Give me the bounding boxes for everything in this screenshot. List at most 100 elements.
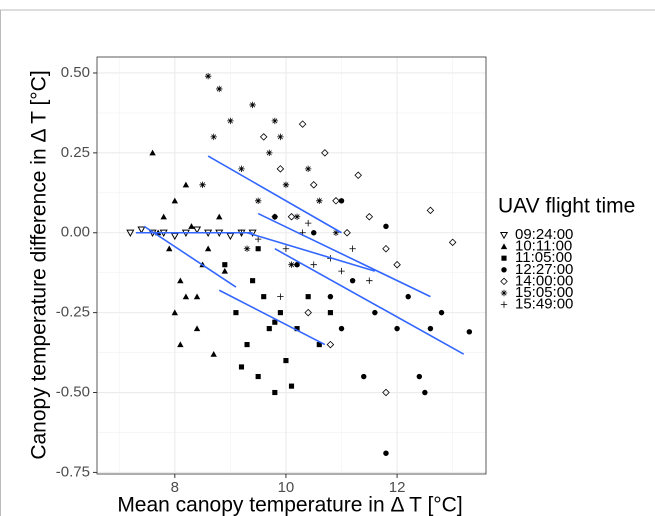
point	[316, 342, 322, 348]
point	[338, 198, 345, 204]
point	[338, 267, 345, 275]
point	[288, 261, 295, 268]
point	[227, 117, 234, 125]
point	[126, 229, 135, 237]
point	[137, 226, 146, 234]
point	[276, 165, 285, 173]
point	[193, 325, 201, 332]
point	[294, 261, 300, 268]
point	[216, 85, 223, 93]
point	[177, 341, 184, 348]
point	[382, 388, 390, 397]
point	[272, 389, 278, 396]
point	[327, 293, 334, 300]
point	[332, 229, 340, 236]
y-tick-label: -0.50	[56, 383, 90, 400]
point	[304, 165, 312, 173]
point	[365, 213, 374, 221]
point	[238, 364, 245, 370]
point	[393, 260, 401, 269]
point	[271, 213, 279, 220]
legend-symbol	[500, 301, 508, 308]
point	[166, 245, 173, 252]
point	[332, 197, 340, 205]
point	[261, 294, 267, 300]
x-tick-label: 10	[278, 479, 295, 496]
point	[293, 213, 301, 220]
point	[266, 326, 272, 332]
point	[405, 293, 411, 300]
point	[255, 373, 261, 380]
legend-symbol	[501, 267, 507, 273]
point	[305, 294, 311, 300]
point	[250, 278, 256, 284]
point	[309, 181, 318, 189]
x-tick-label: 8	[171, 479, 179, 496]
point	[349, 277, 356, 284]
legend-label: 11:05:00	[515, 249, 572, 266]
legend-symbol	[500, 277, 508, 286]
point	[277, 310, 283, 316]
point	[372, 309, 378, 316]
fit-line	[257, 212, 431, 298]
point	[193, 293, 201, 300]
point	[254, 197, 262, 204]
point	[304, 219, 312, 227]
point	[383, 450, 389, 456]
fit-line	[218, 289, 326, 346]
y-tick-label: 0.50	[61, 64, 90, 81]
point	[448, 238, 457, 247]
legend-symbol	[501, 255, 507, 261]
y-tick-label: 0.00	[61, 224, 90, 241]
point	[149, 149, 156, 156]
point	[272, 319, 278, 325]
point	[383, 223, 389, 230]
fit-line	[143, 225, 237, 288]
point	[238, 165, 245, 173]
point	[283, 358, 289, 364]
point	[259, 133, 268, 141]
point	[438, 309, 445, 316]
point	[222, 262, 228, 268]
point	[282, 245, 290, 252]
y-tick-label: -0.75	[56, 463, 90, 480]
point	[466, 329, 473, 335]
x-axis-title: Mean canopy temperature in Δ T [°C]	[117, 494, 462, 516]
point	[182, 293, 190, 300]
point	[366, 277, 373, 284]
y-tick-label: 0.25	[61, 144, 90, 161]
point	[427, 325, 434, 332]
point	[361, 373, 367, 380]
point	[298, 120, 307, 128]
fit-line	[207, 155, 342, 234]
point	[243, 245, 251, 252]
fit-line	[246, 231, 376, 272]
point	[326, 340, 335, 349]
legend-label: 09:24:00	[515, 226, 573, 243]
legend-symbol	[500, 289, 508, 297]
point	[349, 245, 356, 252]
point	[304, 308, 312, 317]
legend-label: 14:00:00	[515, 272, 573, 289]
legend-symbol	[500, 243, 508, 250]
point	[160, 213, 167, 220]
legend-symbol	[499, 231, 509, 240]
point	[233, 310, 239, 316]
point	[216, 213, 223, 220]
point	[254, 235, 262, 243]
point	[422, 389, 428, 396]
point	[288, 383, 295, 389]
point	[282, 181, 290, 189]
point	[343, 228, 351, 237]
point	[416, 373, 423, 380]
point	[171, 309, 178, 316]
point	[244, 342, 250, 348]
y-axis-title: Canopy temperature difference in Δ T [°C…	[28, 70, 51, 459]
point	[210, 133, 217, 141]
point	[192, 226, 202, 234]
point	[382, 244, 390, 253]
legend-label: 15:49:00	[515, 296, 573, 313]
point	[310, 261, 317, 268]
point	[266, 149, 273, 157]
